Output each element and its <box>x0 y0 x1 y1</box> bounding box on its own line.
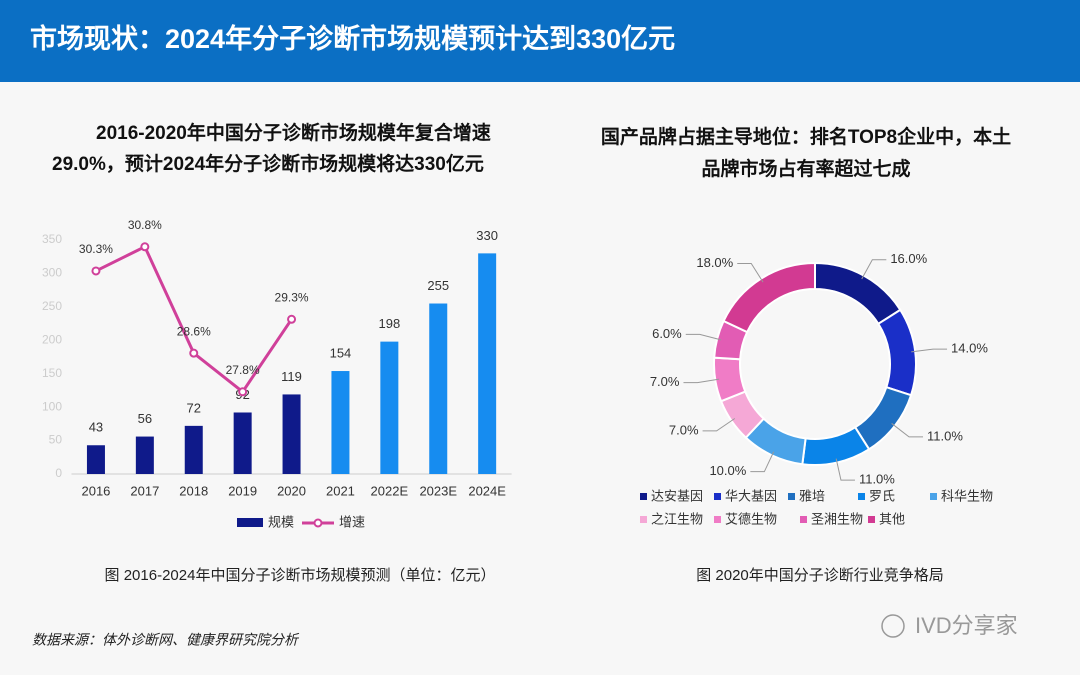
x-tick-label: 2020 <box>277 483 306 498</box>
x-tick-label: 2021 <box>326 483 355 498</box>
leader-line <box>750 451 775 473</box>
leader-line <box>737 263 764 283</box>
data-label: 11.0% <box>927 428 963 443</box>
data-label: 30.8% <box>128 218 162 232</box>
legend-swatch <box>714 493 721 500</box>
data-label: 14.0% <box>951 341 988 356</box>
x-tick-label: 2019 <box>228 483 257 498</box>
bar <box>478 253 497 474</box>
bar <box>184 425 203 474</box>
data-label: 29.3% <box>275 290 309 304</box>
x-tick-label: 2017 <box>130 483 159 498</box>
legend-label: 雅培 <box>799 488 825 503</box>
legend-swatch <box>313 518 323 528</box>
header-title: 市场现状：2024年分子诊断市场规模预计达到330亿元 <box>30 23 675 54</box>
bar <box>86 445 105 474</box>
y-tick-label: 350 <box>42 232 62 246</box>
data-label: 6.0% <box>652 326 682 341</box>
data-label: 30.3% <box>79 242 113 256</box>
leader-line <box>702 418 736 432</box>
bar <box>331 371 350 474</box>
leader-line <box>683 378 720 384</box>
line-marker <box>287 314 297 324</box>
leader-line <box>835 458 855 481</box>
data-label: 16.0% <box>890 251 927 266</box>
bar <box>135 436 154 474</box>
x-tick-label: 2016 <box>81 483 110 498</box>
legend-swatch <box>714 516 721 523</box>
data-label: 10.0% <box>709 463 746 478</box>
data-label: 198 <box>378 316 400 331</box>
legend-swatch <box>640 516 647 523</box>
caption: 图 2020年中国分子诊断行业竞争格局 <box>696 566 944 584</box>
y-tick-label: 50 <box>49 433 63 447</box>
legend-label: 达安基因 <box>651 488 703 503</box>
x-tick-label: 2024E <box>468 483 506 498</box>
y-tick-label: 100 <box>42 399 62 413</box>
legend-label: 其他 <box>879 511 905 526</box>
y-tick-label: 300 <box>42 266 62 280</box>
chart-title: 29.0%，预计2024年分子诊断市场规模将达330亿元 <box>52 152 484 175</box>
legend-label: 规模 <box>268 514 294 529</box>
data-label: 28.6% <box>177 324 211 338</box>
legend-swatch <box>868 516 875 523</box>
line-marker <box>238 387 248 397</box>
legend-label: 华大基因 <box>725 488 777 503</box>
chart-title: 国产品牌占据主导地位：排名TOP8企业中，本土 <box>601 125 1011 148</box>
y-tick-label: 200 <box>42 332 62 346</box>
data-label: 11.0% <box>859 472 895 487</box>
bar <box>380 341 399 474</box>
donut-slice <box>722 261 816 334</box>
data-label: 7.0% <box>650 374 680 389</box>
data-label: 255 <box>427 278 449 293</box>
legend-swatch <box>788 493 795 500</box>
legend-label: 增速 <box>339 514 365 529</box>
caption: 图 2016-2024年中国分子诊断市场规模预测（单位：亿元） <box>105 567 496 584</box>
source: 数据来源：体外诊断网、健康界研究院分析 <box>32 632 300 648</box>
legend-swatch <box>640 493 647 500</box>
data-label: 330 <box>476 228 498 243</box>
data-label: 27.8% <box>226 363 260 377</box>
legend-swatch <box>237 518 263 527</box>
data-label: 18.0% <box>696 255 733 270</box>
legend-label: 圣湘生物 <box>811 511 863 526</box>
legend-label: 科华生物 <box>941 488 993 503</box>
legend-swatch <box>930 493 937 500</box>
leader-line <box>911 348 948 353</box>
legend-label: 罗氏 <box>869 488 895 503</box>
y-tick-label: 0 <box>55 466 62 480</box>
data-label: 56 <box>138 411 152 426</box>
line-marker <box>140 242 150 252</box>
x-tick-label: 2018 <box>179 483 208 498</box>
leader-line <box>685 333 722 341</box>
bar <box>429 303 448 474</box>
watermark-icon <box>881 614 905 638</box>
leader-line <box>861 259 887 280</box>
data-label: 154 <box>330 345 352 360</box>
leader-line <box>891 423 924 438</box>
legend-swatch <box>858 493 865 500</box>
bar <box>282 394 301 474</box>
data-label: 119 <box>281 369 302 384</box>
x-tick-label: 2022E <box>371 483 409 498</box>
bar <box>233 412 252 474</box>
chart-title: 品牌市场占有率超过七成 <box>701 157 910 180</box>
legend-swatch <box>800 516 807 523</box>
y-tick-label: 250 <box>42 299 62 313</box>
y-tick-label: 150 <box>42 366 62 380</box>
header-bar <box>0 0 1080 82</box>
line-marker <box>189 348 199 358</box>
legend-label: 艾德生物 <box>725 511 777 526</box>
x-tick-label: 2023E <box>419 483 457 498</box>
legend-label: 之江生物 <box>651 511 703 526</box>
data-label: 72 <box>187 400 201 415</box>
line-marker <box>91 266 101 276</box>
data-label: 7.0% <box>669 422 699 437</box>
chart-title: 2016-2020年中国分子诊断市场规模年复合增速 <box>96 121 491 144</box>
data-label: 43 <box>89 420 103 435</box>
watermark: IVD分享家 <box>915 613 1018 638</box>
